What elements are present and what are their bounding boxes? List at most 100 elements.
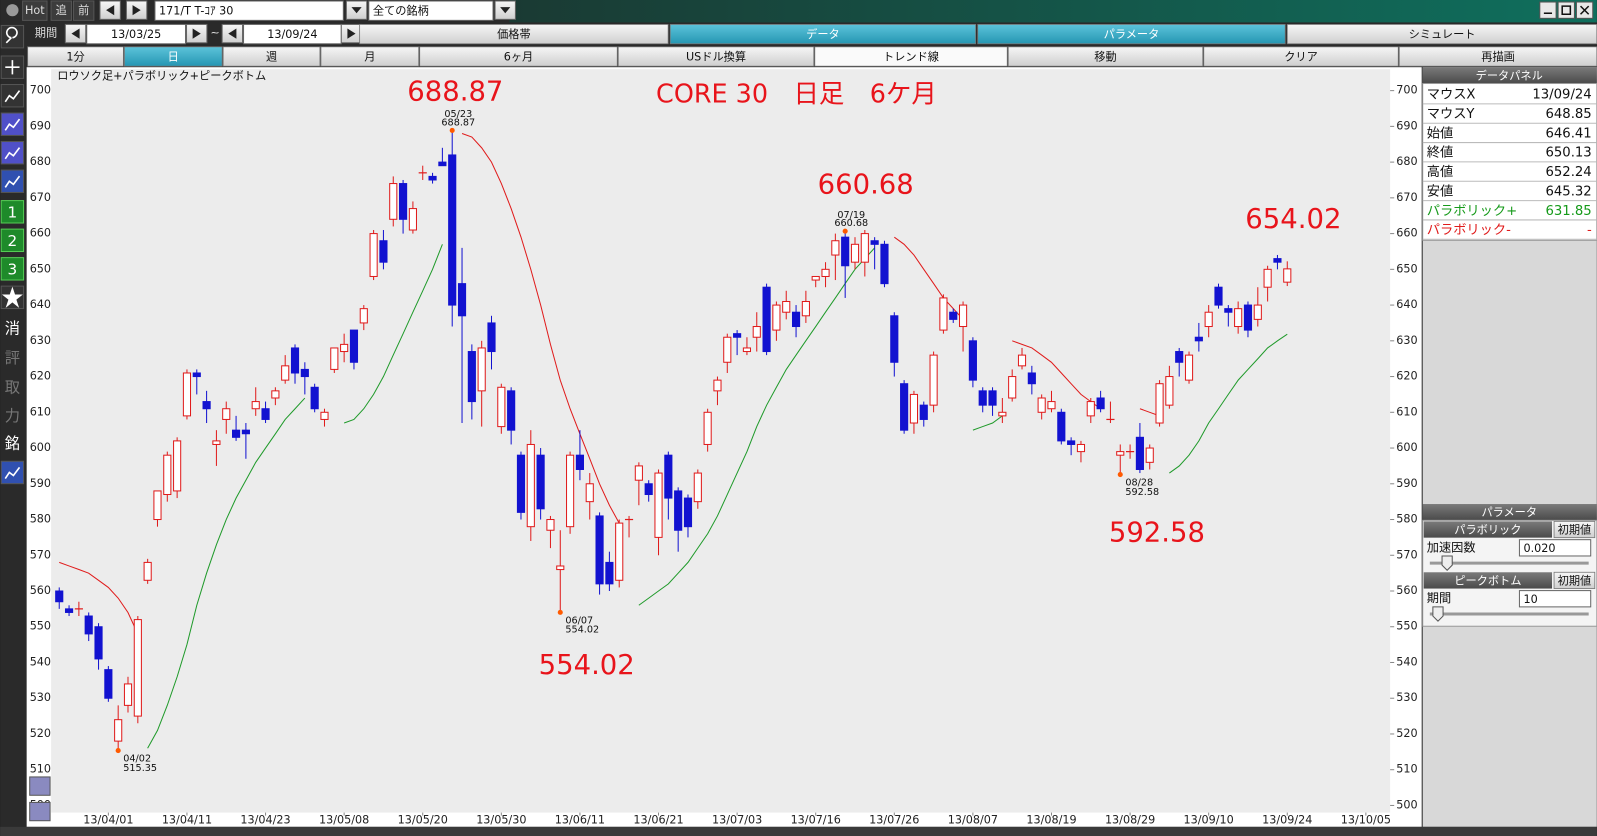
candle-body bbox=[173, 440, 182, 492]
candle-body bbox=[880, 243, 889, 285]
window-button[interactable] bbox=[1539, 1, 1557, 19]
candle-body bbox=[1194, 336, 1203, 342]
period-tab[interactable] bbox=[669, 24, 977, 45]
toolbar-button[interactable] bbox=[123, 46, 223, 67]
tool-number-box[interactable] bbox=[0, 257, 25, 281]
candle-body bbox=[379, 240, 388, 263]
toolbar-button[interactable] bbox=[419, 46, 618, 67]
toolbar-button-label: 1分 bbox=[66, 51, 84, 64]
period-tab[interactable] bbox=[977, 24, 1286, 45]
toolbar-button[interactable] bbox=[320, 46, 420, 67]
toolbar-button[interactable] bbox=[617, 46, 815, 67]
symbol-dropdown-glyph bbox=[351, 7, 362, 14]
tool-label[interactable]: 消 bbox=[5, 319, 20, 337]
data-row-value: 646.41 bbox=[1545, 126, 1591, 141]
candle-body bbox=[497, 386, 506, 428]
top-button[interactable] bbox=[72, 0, 95, 21]
y-tick-label-left: 650 bbox=[30, 262, 51, 275]
tool-icon[interactable] bbox=[0, 460, 25, 485]
x-tick-label: 13/04/01 bbox=[83, 814, 133, 827]
param-section-title: パラボリック bbox=[1454, 524, 1521, 537]
top-button[interactable] bbox=[22, 0, 48, 21]
tool-icon[interactable] bbox=[0, 141, 25, 165]
toolbar-button[interactable] bbox=[222, 46, 321, 67]
candle-body bbox=[949, 311, 958, 320]
candle-body bbox=[448, 154, 457, 306]
tool-label: 評 bbox=[5, 349, 20, 367]
mini-chart-icon[interactable] bbox=[29, 801, 51, 822]
candle-body bbox=[438, 161, 447, 167]
tool-label[interactable]: 3 bbox=[8, 260, 18, 278]
top-button[interactable] bbox=[50, 0, 72, 21]
data-row-label: マウスX bbox=[1427, 87, 1476, 103]
y-tick-label-right: 670 bbox=[1396, 191, 1417, 204]
from-field-text: 13/03/25 bbox=[111, 28, 161, 41]
window-button[interactable] bbox=[1557, 1, 1575, 19]
y-tick-label-left: 530 bbox=[30, 691, 51, 704]
tool-icon[interactable] bbox=[0, 84, 25, 108]
candle-body bbox=[1224, 308, 1233, 313]
tool-icon[interactable] bbox=[0, 169, 25, 193]
candle-body bbox=[182, 372, 192, 417]
toolbar-button-label: 月 bbox=[364, 51, 375, 64]
toolbar-button[interactable] bbox=[1007, 46, 1204, 67]
tool-glyph bbox=[4, 118, 21, 131]
tool-label[interactable]: 1 bbox=[8, 203, 18, 221]
y-tick-label-right: 540 bbox=[1396, 655, 1417, 668]
candle-body bbox=[566, 454, 575, 528]
tool-label[interactable]: 2 bbox=[8, 232, 18, 250]
candle-body bbox=[998, 411, 1007, 417]
candle-body bbox=[1243, 304, 1253, 331]
tool-glyph bbox=[4, 90, 21, 103]
y-tick-label-right: 500 bbox=[1396, 798, 1417, 811]
tilde: ~ bbox=[210, 27, 219, 40]
toolbar-button[interactable] bbox=[27, 46, 124, 67]
candle-body bbox=[261, 408, 270, 420]
period-tab[interactable] bbox=[359, 24, 669, 45]
tool-icon[interactable] bbox=[0, 112, 25, 136]
param-section bbox=[1423, 521, 1553, 538]
toolbar-button-label: 日 bbox=[168, 51, 179, 64]
price-callout: 660.68 bbox=[818, 168, 914, 200]
bottom-value: 515.35 bbox=[123, 763, 157, 774]
tool-icon[interactable] bbox=[0, 24, 25, 49]
reset-button[interactable] bbox=[1553, 571, 1596, 589]
x-tick-label: 13/06/21 bbox=[633, 814, 683, 827]
y-tick-label-right: 560 bbox=[1396, 584, 1417, 597]
tool-label: 取 bbox=[5, 378, 20, 396]
bulb-icon[interactable] bbox=[6, 4, 19, 17]
mini-chart-icon[interactable] bbox=[29, 776, 51, 796]
data-row-value: 13/09/24 bbox=[1532, 88, 1591, 103]
data-row-value: 652.24 bbox=[1545, 165, 1591, 180]
x-tick-label: 13/07/16 bbox=[791, 814, 841, 827]
tool-glyph bbox=[1, 286, 23, 308]
tool-number-box[interactable] bbox=[0, 200, 25, 224]
candle-body bbox=[349, 329, 359, 363]
toolbar-button[interactable] bbox=[1203, 46, 1399, 67]
slider-thumb[interactable] bbox=[1441, 555, 1453, 571]
slider-thumb[interactable] bbox=[1432, 606, 1444, 622]
to-next-glyph bbox=[347, 28, 356, 39]
candle-body bbox=[713, 379, 722, 392]
universe-field[interactable] bbox=[368, 0, 494, 21]
param-input[interactable] bbox=[1518, 590, 1592, 608]
reset-button[interactable] bbox=[1553, 520, 1596, 539]
candle-body bbox=[909, 393, 919, 424]
candle-body bbox=[526, 443, 535, 528]
data-row-label: 高値 bbox=[1427, 163, 1453, 180]
bottom-value: 554.02 bbox=[565, 625, 599, 636]
tool-label[interactable]: 銘 bbox=[5, 434, 20, 452]
candle-body bbox=[1263, 268, 1272, 288]
from-field[interactable] bbox=[86, 23, 187, 45]
param-input[interactable] bbox=[1518, 539, 1592, 557]
y-tick-label-right: 630 bbox=[1396, 334, 1417, 347]
symbol-field[interactable] bbox=[154, 0, 344, 21]
reset-button-label: 初期値 bbox=[1558, 574, 1592, 587]
candle-body bbox=[320, 411, 329, 420]
toolbar-button[interactable] bbox=[814, 46, 1008, 67]
candle-body bbox=[772, 304, 781, 331]
tool-number-box[interactable] bbox=[0, 228, 25, 253]
candle-body bbox=[1273, 258, 1282, 263]
window-glyph bbox=[1579, 5, 1590, 15]
